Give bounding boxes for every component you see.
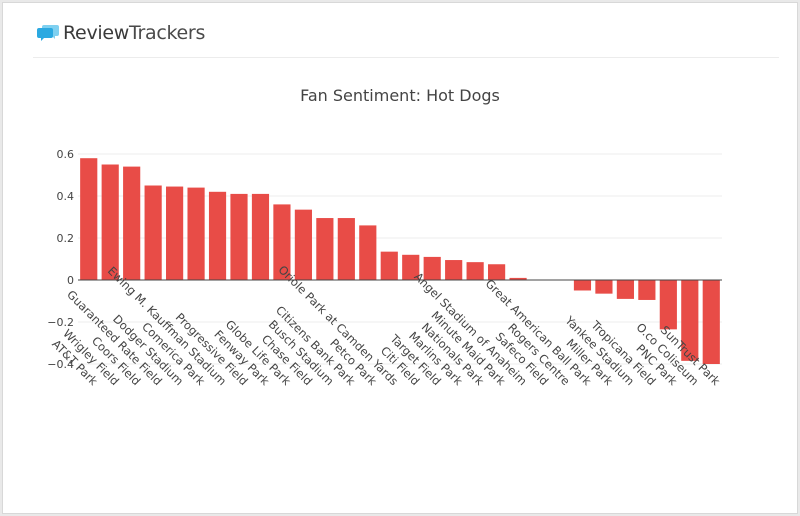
bar[interactable] — [294, 209, 312, 280]
bar[interactable] — [445, 260, 463, 280]
brand-logo[interactable]: ReviewTrackers — [37, 19, 205, 47]
bar[interactable] — [380, 251, 398, 280]
brand-name-light: Trackers — [129, 22, 206, 44]
bar[interactable] — [166, 186, 184, 280]
bar[interactable] — [466, 262, 484, 280]
bars — [80, 158, 720, 364]
y-tick-label: −0.4 — [47, 358, 74, 371]
chart-title: Fan Sentiment: Hot Dogs — [300, 86, 500, 105]
y-axis-ticks: 0.6 0.4 0.2 0 −0.2 −0.4 — [47, 148, 74, 371]
bar[interactable] — [423, 256, 441, 280]
y-tick-label: −0.2 — [47, 316, 74, 329]
bar[interactable] — [337, 218, 355, 280]
bar[interactable] — [573, 280, 592, 291]
bar[interactable] — [187, 187, 205, 280]
bar[interactable] — [616, 280, 634, 299]
brand-name-bold: Review — [63, 22, 129, 44]
bar[interactable] — [101, 164, 119, 281]
bar[interactable] — [80, 158, 98, 280]
bar[interactable] — [123, 166, 141, 280]
brand-name: ReviewTrackers — [63, 22, 205, 44]
bar[interactable] — [509, 277, 527, 280]
header-divider — [33, 57, 779, 58]
bar[interactable] — [702, 280, 720, 364]
bar[interactable] — [251, 193, 270, 280]
bar[interactable] — [144, 185, 162, 281]
speech-bubbles-icon — [37, 25, 59, 41]
bar[interactable] — [230, 193, 248, 280]
bar[interactable] — [273, 204, 291, 280]
bar[interactable] — [638, 280, 656, 300]
bar[interactable] — [316, 218, 334, 280]
grid-lines — [78, 153, 722, 365]
bar[interactable] — [659, 280, 677, 330]
y-tick-label: 0 — [67, 274, 74, 287]
bar[interactable] — [208, 191, 227, 280]
bar[interactable] — [488, 264, 506, 280]
bar[interactable] — [402, 254, 420, 280]
y-tick-label: 0.2 — [57, 232, 75, 245]
y-tick-label: 0.4 — [57, 190, 75, 203]
bar[interactable] — [681, 280, 699, 361]
bar[interactable] — [359, 225, 377, 280]
bar[interactable] — [595, 280, 613, 294]
y-tick-label: 0.6 — [57, 148, 75, 161]
